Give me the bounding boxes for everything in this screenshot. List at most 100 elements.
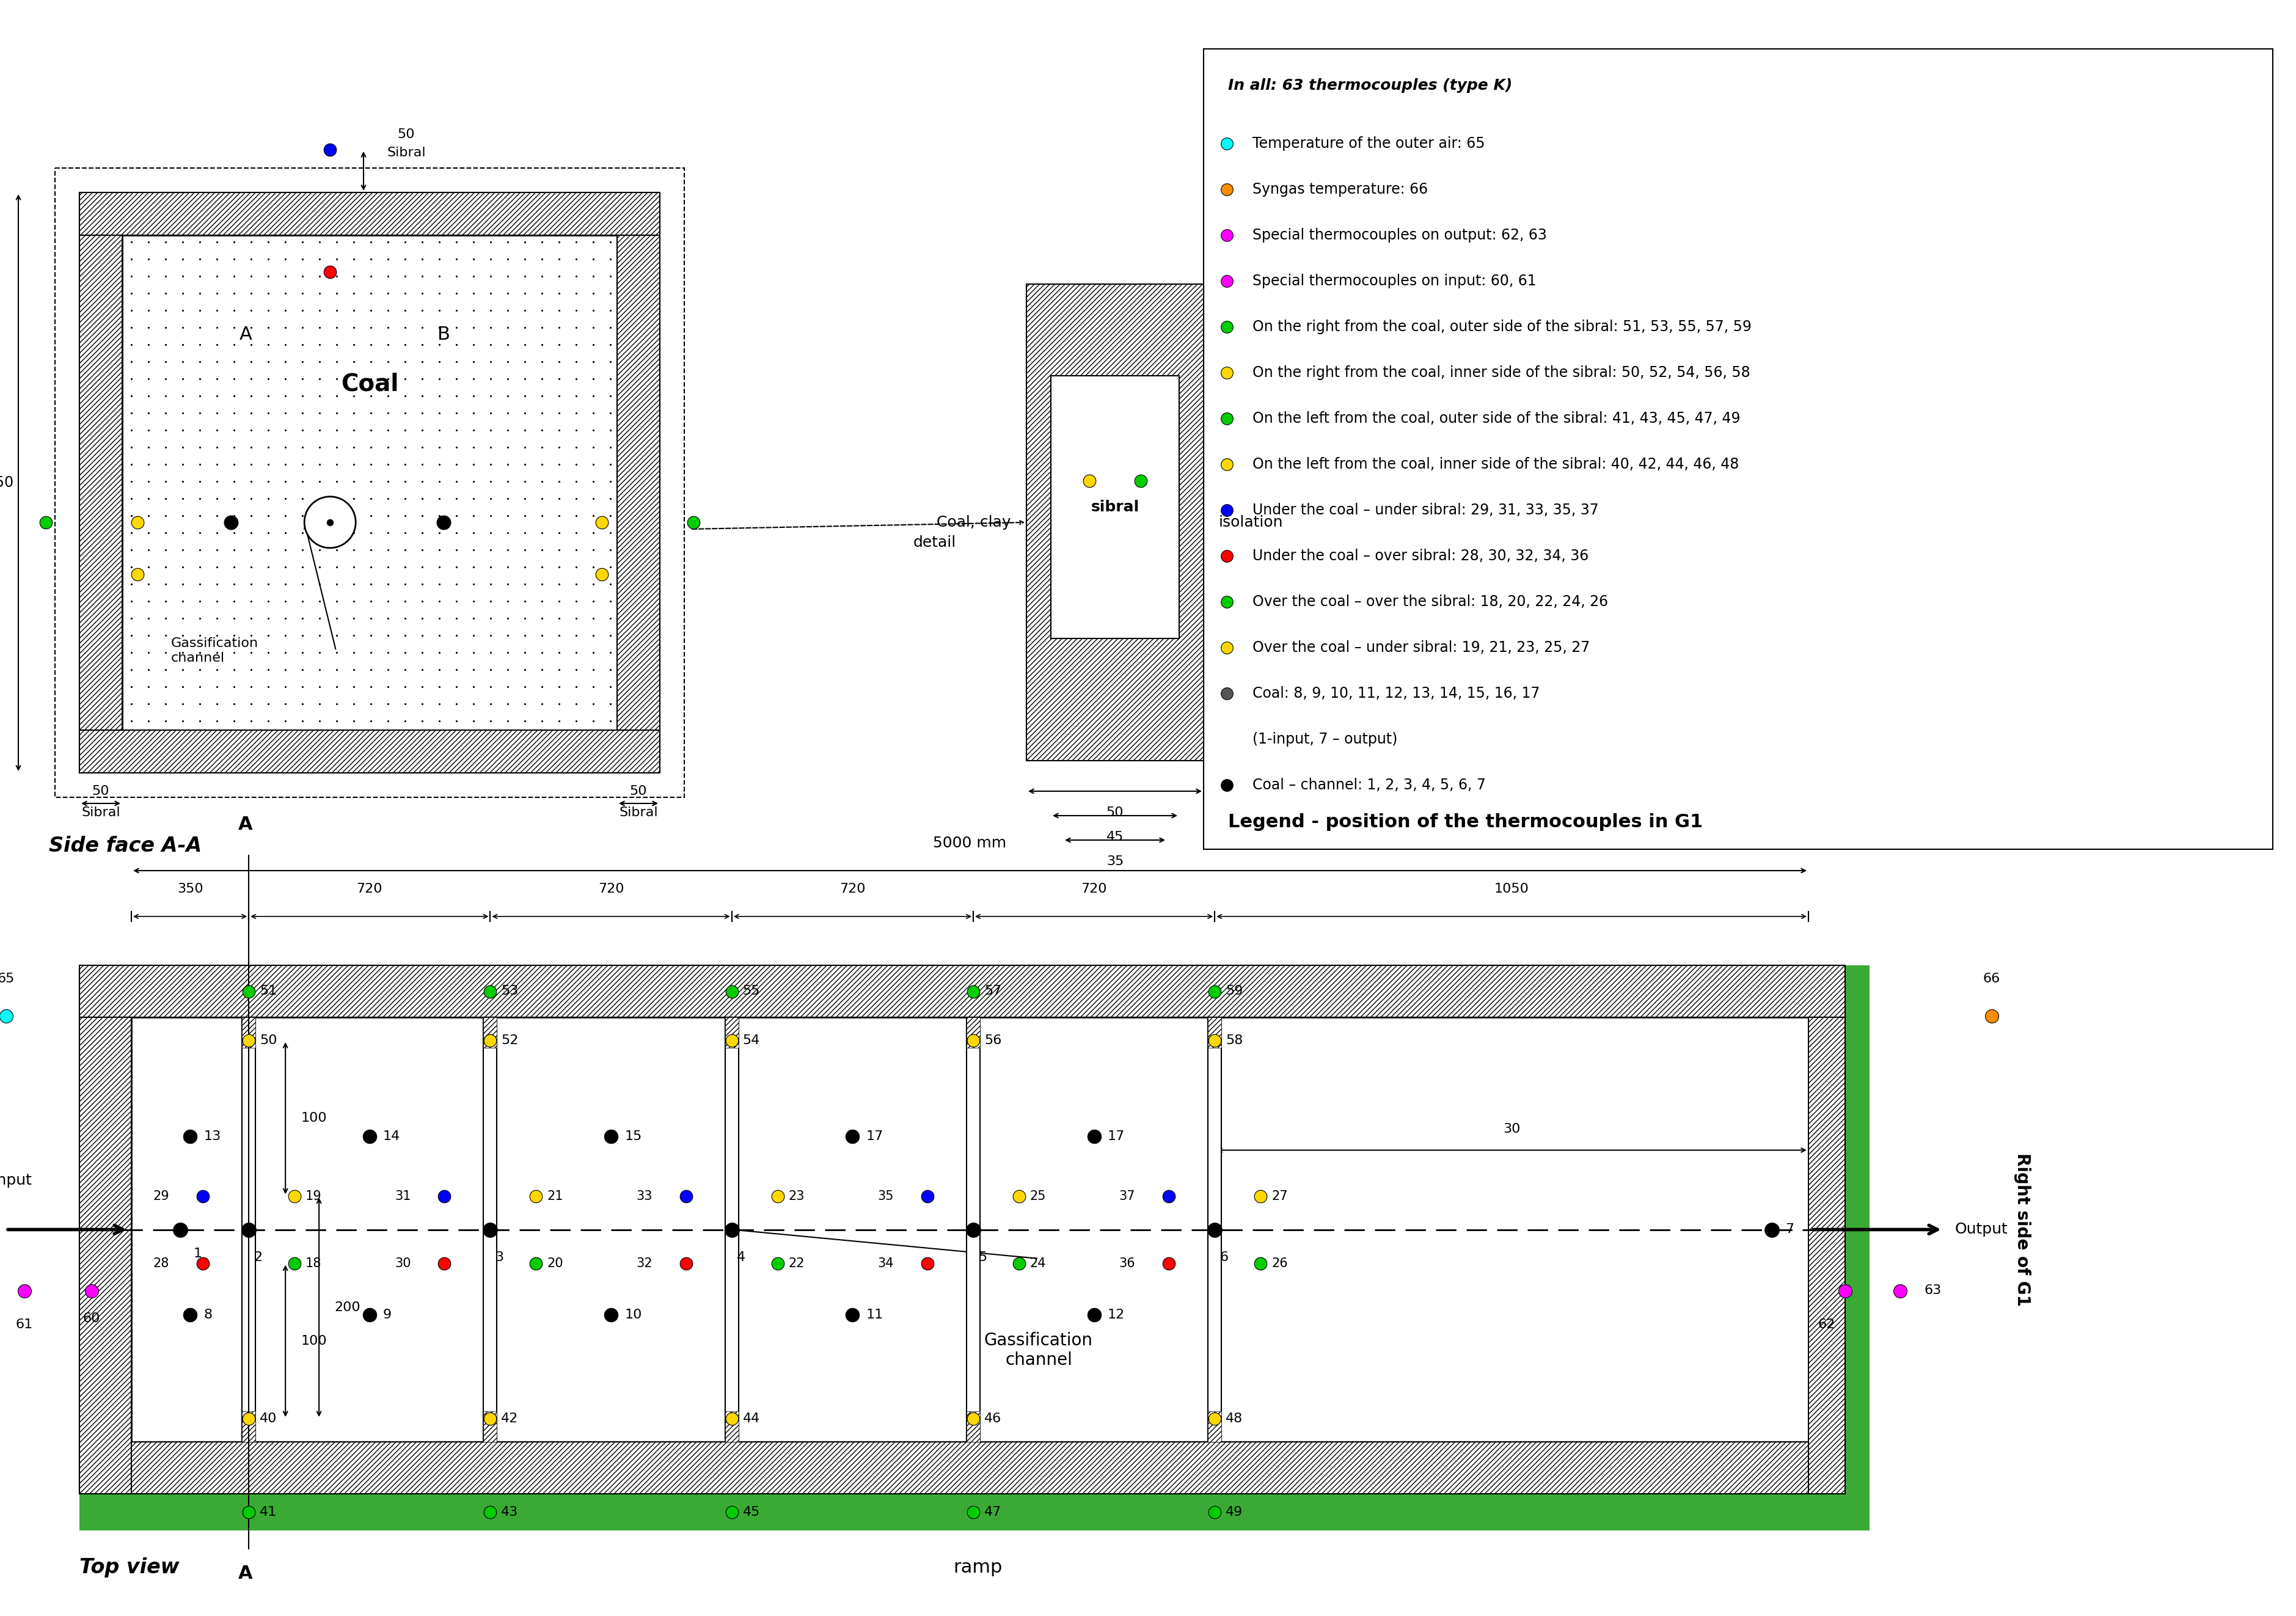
Bar	[484, 1016, 496, 1441]
Text: A: A	[239, 816, 253, 834]
Point	[312, 259, 349, 284]
Point	[1208, 223, 1244, 249]
Text: 41: 41	[259, 1506, 278, 1519]
Bar	[1809, 1016, 1846, 1493]
Point	[1208, 588, 1244, 614]
Text: 34: 34	[877, 1257, 893, 1269]
Text: 50: 50	[1107, 806, 1123, 819]
Text: 30: 30	[395, 1257, 411, 1269]
Point	[312, 509, 349, 535]
Point	[1150, 1251, 1187, 1277]
Point	[1075, 1123, 1111, 1149]
Point	[119, 561, 156, 587]
Point	[214, 509, 250, 535]
Text: isolation: isolation	[1219, 516, 1283, 530]
Text: 35: 35	[877, 1189, 893, 1202]
Bar	[80, 192, 659, 236]
Point	[909, 1251, 946, 1277]
Bar	[80, 1441, 1846, 1493]
Text: Sibral: Sibral	[80, 806, 119, 819]
Text: 12: 12	[1107, 1309, 1125, 1320]
Point	[955, 1500, 992, 1526]
Point	[955, 1406, 992, 1432]
Point	[1070, 469, 1107, 494]
Text: 11: 11	[866, 1309, 884, 1320]
Text: 1: 1	[193, 1248, 202, 1260]
Text: 27: 27	[1272, 1189, 1288, 1202]
Text: 100: 100	[301, 1335, 326, 1348]
Bar	[80, 730, 659, 772]
Text: 19: 19	[305, 1189, 321, 1202]
Bar	[55, 168, 684, 797]
Text: Coal – channel: 1, 2, 3, 4, 5, 6, 7: Coal – channel: 1, 2, 3, 4, 5, 6, 7	[1254, 777, 1486, 792]
Text: 44: 44	[742, 1412, 760, 1425]
Point	[172, 1123, 209, 1149]
Text: 200: 200	[335, 1301, 360, 1314]
Bar	[618, 236, 659, 730]
Point	[833, 1123, 870, 1149]
Text: 47: 47	[985, 1506, 1001, 1519]
Point	[675, 509, 712, 535]
Text: Top view: Top view	[80, 1558, 179, 1577]
Text: 720: 720	[840, 882, 866, 895]
Text: 49: 49	[1226, 1506, 1242, 1519]
Text: 21: 21	[546, 1189, 563, 1202]
Text: Gassification
channel: Gassification channel	[985, 1332, 1093, 1369]
Text: 61: 61	[16, 1319, 32, 1330]
Text: A: A	[239, 325, 253, 343]
Text: Special thermocouples on input: 60, 61: Special thermocouples on input: 60, 61	[1254, 273, 1536, 288]
Text: 65: 65	[0, 973, 14, 986]
Point	[714, 1217, 751, 1243]
Bar	[726, 1016, 739, 1047]
Text: Over the coal – under sibral: 19, 21, 23, 25, 27: Over the coal – under sibral: 19, 21, 23…	[1254, 640, 1589, 654]
Bar	[241, 1016, 255, 1441]
Bar	[1052, 377, 1180, 638]
Point	[161, 1217, 197, 1243]
Text: Sibral: Sibral	[620, 806, 659, 819]
Text: Special thermocouples on output: 62, 63: Special thermocouples on output: 62, 63	[1254, 228, 1548, 242]
Text: 31: 31	[395, 1189, 411, 1202]
Point	[760, 1183, 797, 1209]
Text: 50: 50	[92, 785, 110, 797]
Point	[833, 1301, 870, 1327]
Text: Under the coal – under sibral: 29, 31, 33, 35, 37: Under the coal – under sibral: 29, 31, 3…	[1254, 503, 1598, 517]
Text: 35: 35	[1107, 855, 1123, 868]
Bar	[1846, 965, 1869, 1530]
Point	[119, 509, 156, 535]
Text: 53: 53	[501, 986, 519, 997]
Bar	[80, 1016, 131, 1493]
Text: 50: 50	[259, 1034, 278, 1047]
Point	[714, 1406, 751, 1432]
Bar	[726, 1411, 739, 1441]
Point	[909, 1183, 946, 1209]
Point	[184, 1183, 220, 1209]
Text: 50: 50	[397, 128, 416, 141]
Text: 26: 26	[1272, 1257, 1288, 1269]
Text: 36: 36	[1118, 1257, 1134, 1269]
Point	[517, 1183, 553, 1209]
Bar	[131, 1016, 1809, 1441]
Point	[1208, 543, 1244, 569]
Point	[230, 1500, 266, 1526]
Point	[28, 509, 64, 535]
Bar	[80, 1493, 1869, 1530]
Text: 66: 66	[1984, 973, 2000, 986]
Point	[668, 1251, 705, 1277]
Bar	[1208, 1411, 1221, 1441]
Point	[1242, 1251, 1279, 1277]
Text: 20: 20	[546, 1257, 563, 1269]
Text: 9: 9	[383, 1309, 393, 1320]
Point	[955, 1028, 992, 1054]
Point	[276, 1183, 312, 1209]
Bar	[1208, 1016, 1221, 1047]
Point	[473, 1217, 510, 1243]
Point	[276, 1251, 312, 1277]
Bar	[967, 1016, 980, 1047]
Point	[1828, 1278, 1864, 1304]
Text: Coal: 8, 9, 10, 11, 12, 13, 14, 15, 16, 17: Coal: 8, 9, 10, 11, 12, 13, 14, 15, 16, …	[1254, 687, 1541, 701]
Point	[473, 978, 510, 1004]
Bar	[1208, 1016, 1221, 1441]
Text: 8: 8	[204, 1309, 211, 1320]
Point	[592, 1301, 629, 1327]
Text: In all: 63 thermocouples (type K): In all: 63 thermocouples (type K)	[1228, 78, 1513, 92]
